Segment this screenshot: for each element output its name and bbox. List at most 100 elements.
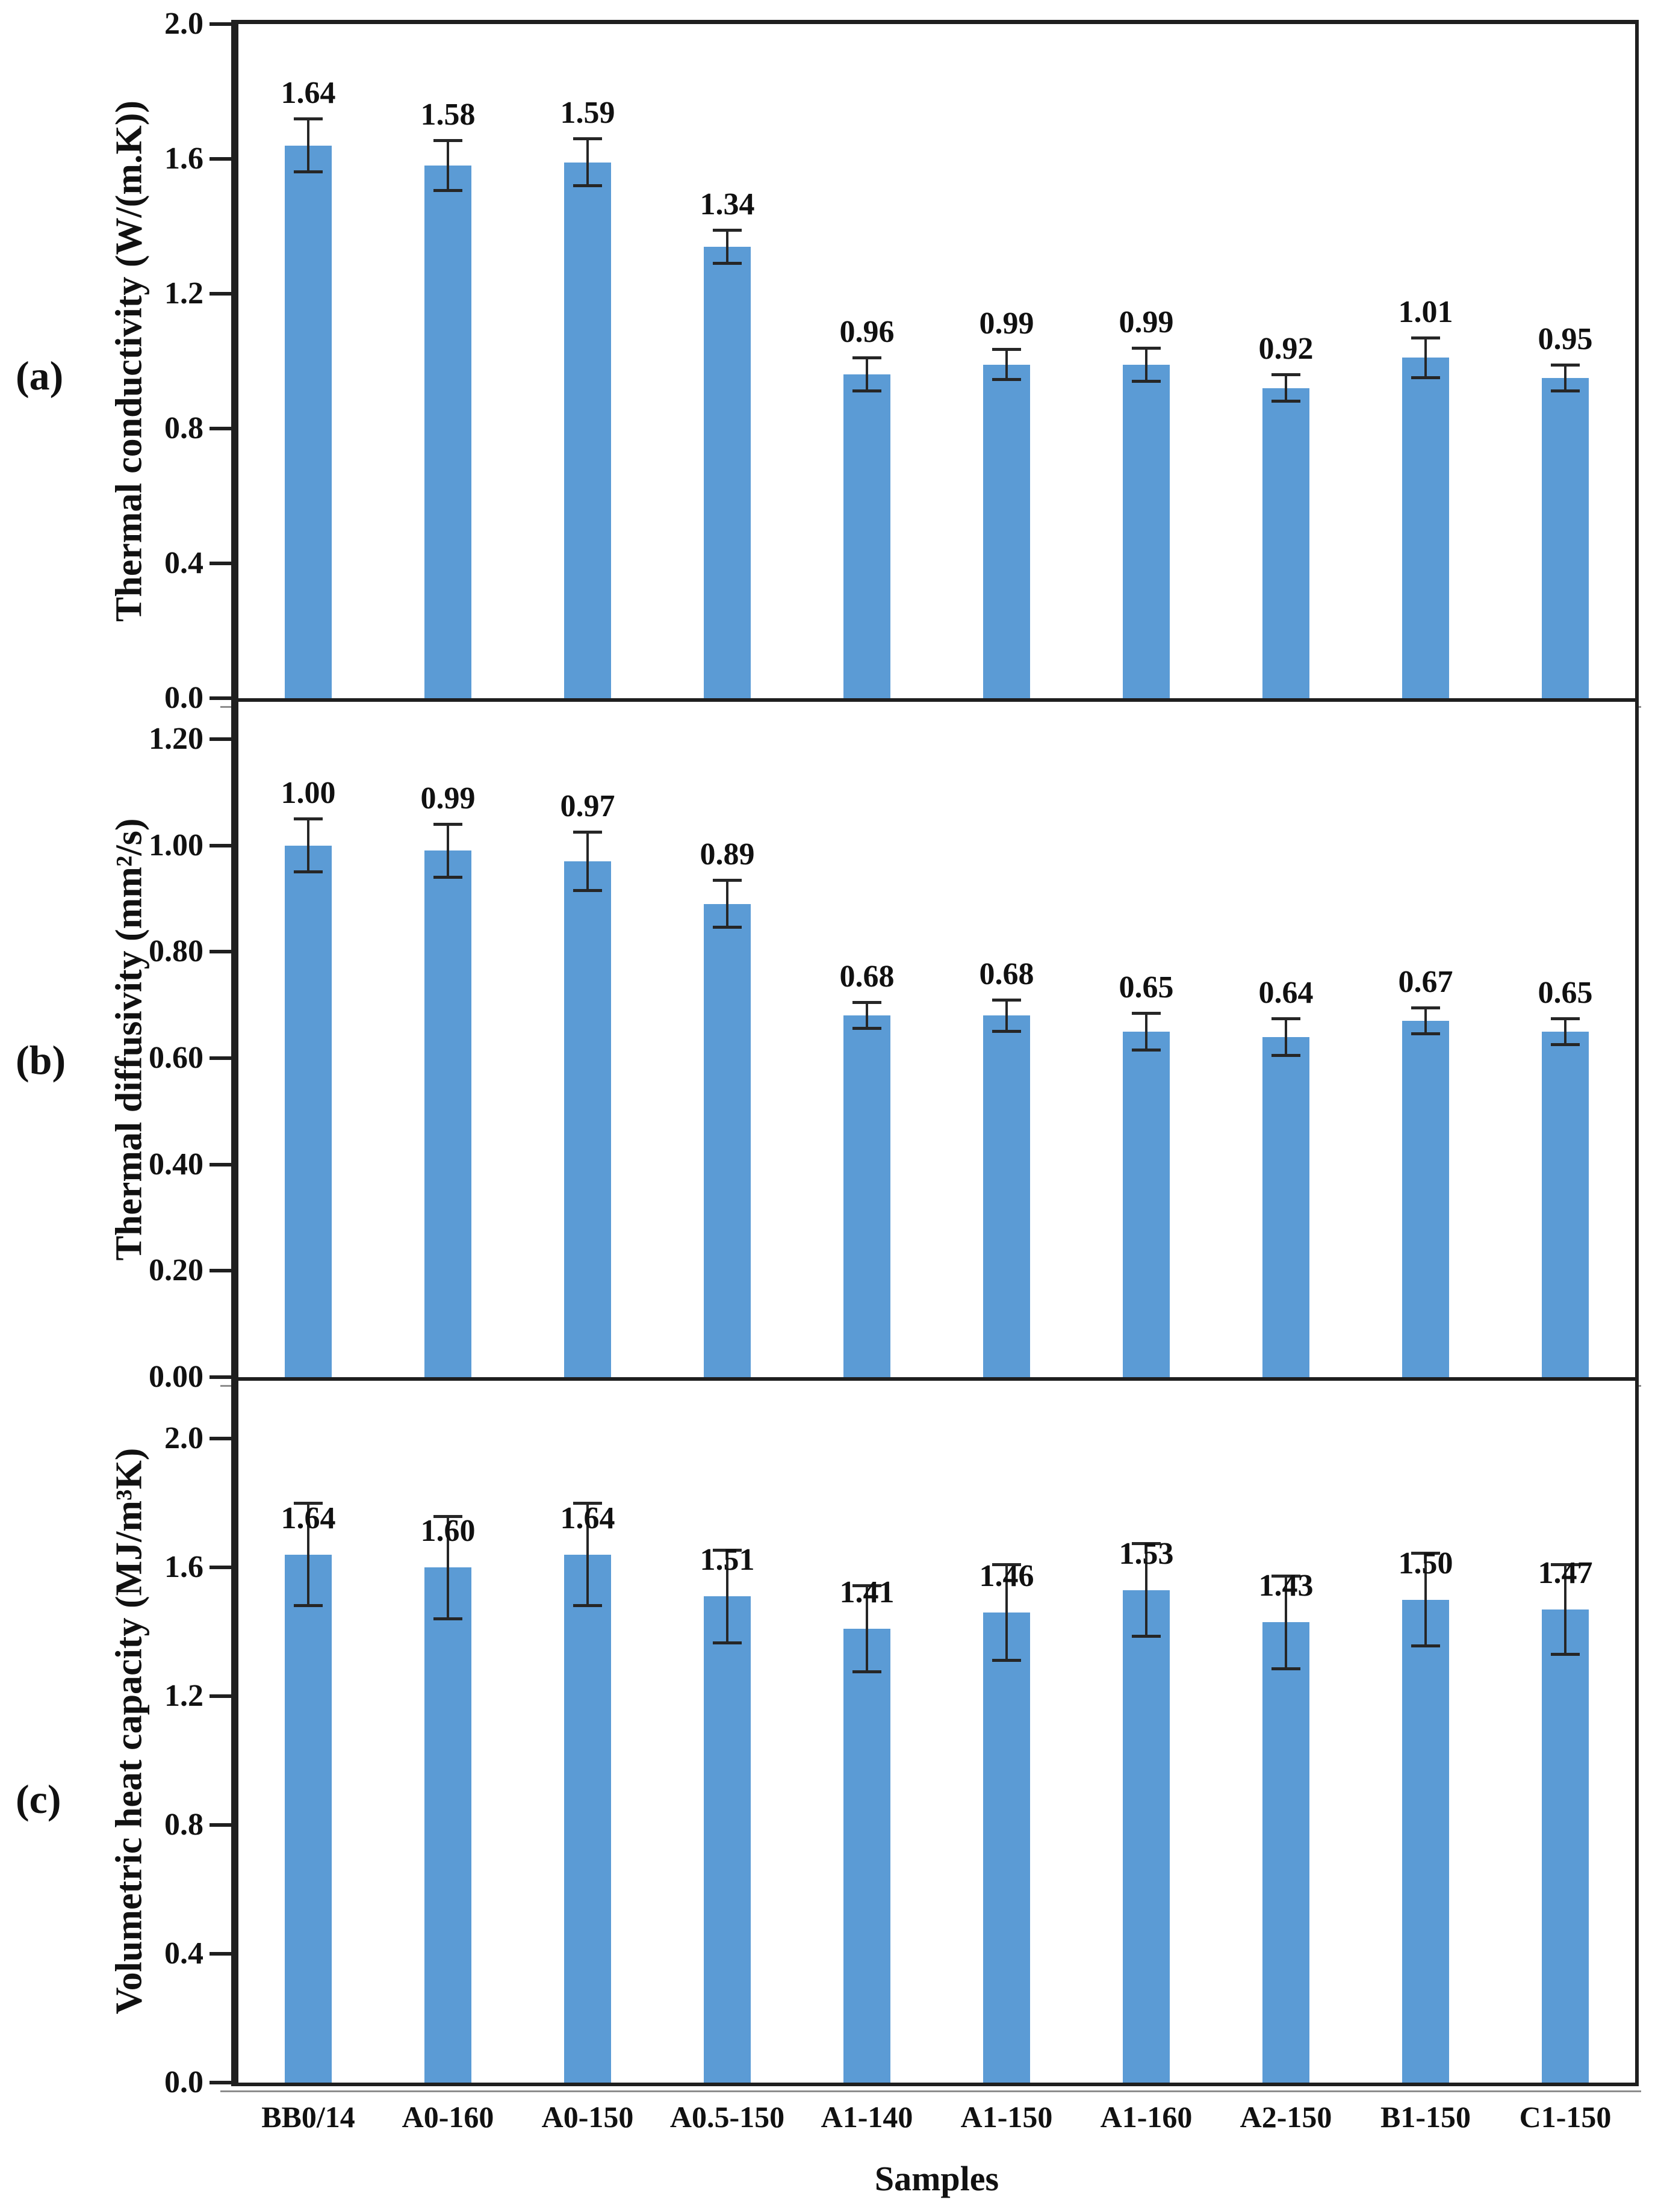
- bar: [285, 1554, 332, 2083]
- y-axis-title-c: Volumetric heat capacity (MJ/m³K): [108, 1448, 150, 2015]
- error-bar-cap-bottom: [294, 170, 323, 174]
- bar-value-label: 1.01: [1398, 294, 1453, 329]
- bar-value-label: 1.58: [420, 98, 476, 132]
- bar: [1262, 1622, 1309, 2083]
- bar-value-label: 0.99: [979, 306, 1034, 341]
- error-bar: [866, 1585, 868, 1673]
- y-tick-label: 0.4: [164, 546, 203, 580]
- y-tick-label: 0.00: [149, 1360, 203, 1394]
- y-axis-tick: [210, 1056, 231, 1060]
- bar: [1402, 1021, 1449, 1377]
- error-bar: [447, 1516, 449, 1619]
- y-tick-label: 0.60: [149, 1040, 203, 1075]
- x-tick-label: A0.5-150: [669, 2100, 785, 2134]
- y-axis-tick: [210, 1269, 231, 1273]
- y-axis-tick: [210, 2081, 231, 2084]
- error-bar: [726, 1549, 728, 1643]
- error-bar-cap-bottom: [1271, 1667, 1300, 1670]
- error-bar-cap-bottom: [713, 1641, 742, 1644]
- bar: [1402, 1599, 1449, 2083]
- bar: [424, 1567, 471, 2083]
- bar: [564, 162, 611, 698]
- error-bar-cap-top: [1551, 1563, 1580, 1566]
- error-bar-cap-top: [992, 998, 1021, 1002]
- error-bar-cap-top: [294, 1502, 323, 1505]
- bar-value-label: 1.64: [560, 1501, 615, 1535]
- bar: [983, 1613, 1030, 2083]
- bar: [564, 861, 611, 1377]
- bar: [285, 145, 332, 698]
- error-bar: [307, 118, 309, 173]
- error-bar: [726, 879, 728, 928]
- bar-value-label: 0.96: [839, 315, 895, 350]
- bar-value-label: 1.59: [560, 96, 615, 131]
- bar: [1542, 1609, 1589, 2083]
- error-bar-cap-bottom: [573, 1604, 602, 1608]
- error-bar: [1564, 1564, 1566, 1655]
- bar-value-label: 0.64: [1258, 975, 1314, 1010]
- error-bar: [1424, 1553, 1427, 1647]
- error-bar-cap-top: [992, 348, 1021, 352]
- plot-area-a: 0.0 0.4 0.8 1.2 1.6 2.0 1.64 1.58 1.59 1.34 0.96 0.…: [164, 7, 1635, 715]
- error-bar-cap-bottom: [852, 1027, 881, 1030]
- y-tick-label: 0.4: [164, 1936, 203, 1971]
- y-axis-title-a: Thermal conductivity (W/(m.K)): [108, 100, 150, 622]
- error-bar: [1005, 1564, 1008, 1661]
- bar-value-label: 1.53: [1119, 1536, 1174, 1571]
- error-bar: [1145, 1012, 1147, 1050]
- x-axis-title: Samples: [874, 2159, 999, 2198]
- x-tick-label: BB0/14: [261, 2100, 355, 2134]
- plot-area-b: 0.00 0.20 0.40 0.60 0.80 1.00 1.20 1.00 0.99 0.97…: [149, 702, 1635, 1394]
- bar: [1123, 364, 1170, 698]
- error-bar: [1424, 337, 1427, 378]
- error-bar-cap-top: [1551, 363, 1580, 367]
- error-bar-cap-bottom: [294, 870, 323, 873]
- panel-c: 0.0 0.4 0.8 1.2 1.6 2.0 1.64 1.60 1.64 1.51 1.41 1.…: [164, 1381, 1641, 2099]
- error-bar-cap-top: [852, 356, 881, 360]
- error-bar: [1564, 364, 1566, 392]
- error-bar-cap-bottom: [1132, 1635, 1161, 1638]
- bar: [285, 845, 332, 1377]
- x-tick-label: A1-150: [960, 2100, 1053, 2134]
- y-tick-label: 0.0: [164, 2065, 203, 2099]
- error-bar-cap-bottom: [294, 1604, 323, 1608]
- panel-b: 0.00 0.20 0.40 0.60 0.80 1.00 1.20 1.00 0.99 0.97…: [149, 702, 1641, 1394]
- error-bar-cap-bottom: [713, 926, 742, 929]
- bar-value-label: 0.95: [1538, 321, 1593, 356]
- x-tick-label: A2-150: [1240, 2100, 1332, 2134]
- y-tick-label: 2.0: [164, 1421, 203, 1456]
- panel-label-c: (c): [16, 1776, 61, 1822]
- bar-value-label: 1.41: [839, 1575, 895, 1609]
- error-bar: [726, 229, 728, 264]
- bar-value-label: 1.60: [420, 1514, 476, 1549]
- error-bar-cap-top: [852, 1584, 881, 1587]
- y-axis-tick: [210, 1952, 231, 1956]
- bar: [843, 1015, 890, 1377]
- bar-value-label: 0.99: [1119, 305, 1174, 339]
- bar-value-label: 1.00: [281, 776, 336, 811]
- bar: [983, 364, 1030, 698]
- y-axis-tick: [210, 843, 231, 847]
- bar: [843, 1628, 890, 2083]
- x-tick-label: A0-150: [541, 2100, 634, 2134]
- y-axis-tick: [210, 737, 231, 741]
- bar: [1262, 1036, 1309, 1377]
- error-bar-cap-top: [573, 831, 602, 834]
- error-bar: [1145, 1543, 1147, 1637]
- error-bar: [447, 140, 449, 191]
- error-bar-cap-bottom: [992, 1029, 1021, 1033]
- y-axis-tick: [210, 1823, 231, 1827]
- error-bar-cap-bottom: [1411, 1644, 1440, 1648]
- error-bar-cap-top: [1132, 346, 1161, 350]
- bar: [843, 374, 890, 698]
- x-axis-labels: BB0/14 A0-160 A0-150 A0.5-150 A1-140 A1-150 A1…: [238, 2096, 1635, 2138]
- x-tick-label: A1-140: [821, 2100, 913, 2134]
- bar: [704, 1596, 751, 2083]
- error-bar: [1005, 349, 1008, 380]
- bar-value-label: 1.50: [1398, 1546, 1453, 1581]
- error-bar-cap-bottom: [1132, 1048, 1161, 1052]
- error-bar-cap-bottom: [433, 1617, 462, 1620]
- bar-value-label: 0.68: [839, 959, 895, 994]
- error-bar: [1005, 999, 1008, 1032]
- bar-value-label: 0.92: [1258, 332, 1314, 367]
